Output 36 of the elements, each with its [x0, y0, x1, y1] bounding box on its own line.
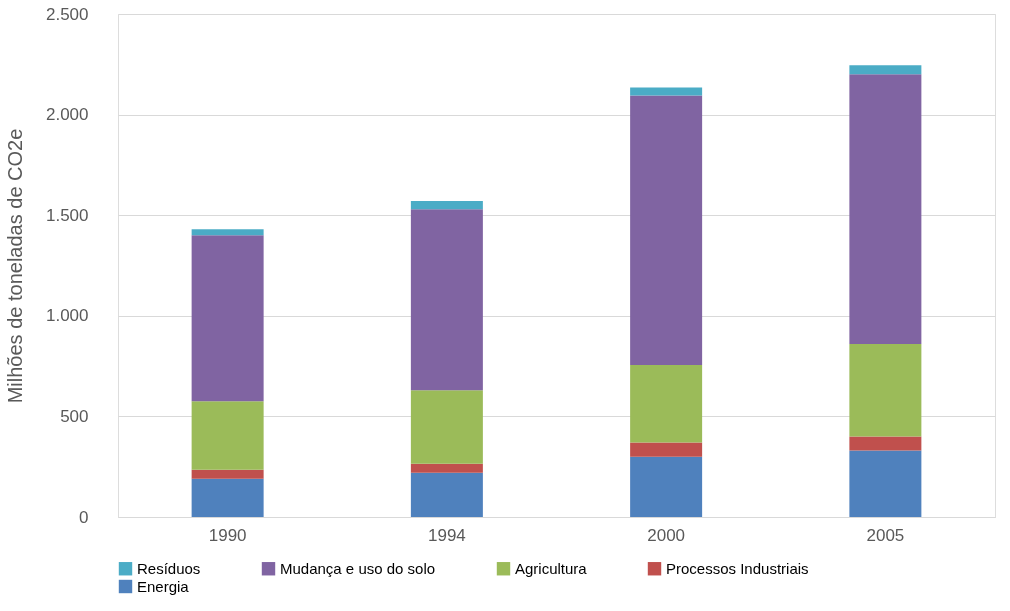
y-axis-title: Milhões de toneladas de CO2e: [3, 128, 26, 404]
x-tick-label: 2000: [647, 525, 686, 545]
y-tick-label: 0: [79, 507, 89, 527]
bar: [630, 87, 703, 96]
y-tick-label: 1.000: [45, 306, 89, 326]
legend-label: Mudança e uso do solo: [280, 559, 436, 577]
bar: [410, 209, 483, 391]
bar: [191, 469, 264, 479]
y-tick-label: 500: [60, 406, 89, 426]
y-tick-label: 1.500: [45, 205, 89, 225]
legend-label: Energia: [137, 577, 190, 595]
bar: [410, 201, 483, 210]
bar: [849, 450, 922, 517]
bar: [630, 442, 703, 457]
bar: [849, 436, 922, 451]
bar: [630, 95, 703, 366]
x-tick-label: 2005: [866, 525, 905, 545]
bar: [849, 65, 922, 75]
bar: [191, 478, 264, 517]
y-tick-label: 2.500: [45, 4, 89, 24]
y-tick-label: 2.000: [45, 105, 89, 125]
legend-label: Agricultura: [515, 559, 588, 577]
bar: [410, 472, 483, 517]
bar: [630, 456, 703, 517]
x-tick-label: 1994: [427, 525, 466, 545]
bar: [849, 74, 922, 344]
bar: [410, 463, 483, 473]
bar: [191, 401, 264, 470]
legend-label: Processos Industriais: [666, 559, 809, 577]
bar: [849, 343, 922, 437]
legend-label: Resíduos: [137, 559, 201, 577]
bar: [191, 229, 264, 236]
bar: [630, 365, 703, 443]
bar: [191, 235, 264, 402]
bar: [410, 390, 483, 464]
x-tick-label: 1990: [208, 525, 247, 545]
